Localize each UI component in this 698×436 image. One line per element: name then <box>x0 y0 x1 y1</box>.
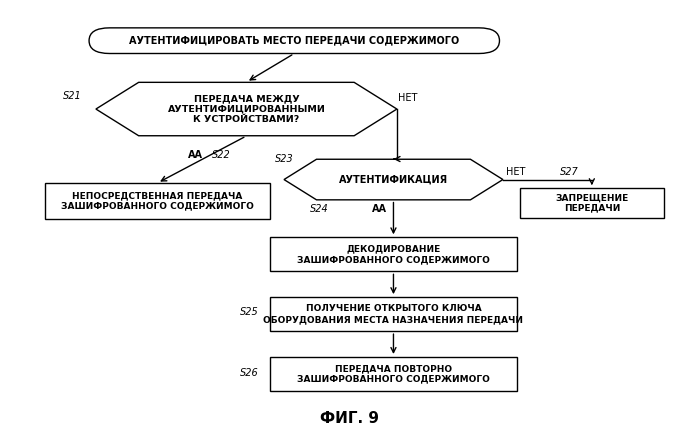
Text: ФИГ. 9: ФИГ. 9 <box>320 411 378 426</box>
Bar <box>520 188 664 218</box>
Text: S23: S23 <box>275 154 294 164</box>
Text: S22: S22 <box>212 150 231 160</box>
Bar <box>270 237 517 271</box>
Text: НЕТ: НЕТ <box>506 167 526 177</box>
Text: S24: S24 <box>310 204 329 215</box>
Text: S25: S25 <box>240 307 259 317</box>
Polygon shape <box>96 82 397 136</box>
Text: НЕПОСРЕДСТВЕННАЯ ПЕРЕДАЧА
ЗАШИФРОВАННОГО СОДЕРЖИМОГО: НЕПОСРЕДСТВЕННАЯ ПЕРЕДАЧА ЗАШИФРОВАННОГО… <box>61 191 254 211</box>
Text: АУТЕНТИФИКАЦИЯ: АУТЕНТИФИКАЦИЯ <box>339 174 448 184</box>
FancyBboxPatch shape <box>89 28 500 54</box>
Text: АА: АА <box>188 150 203 160</box>
Text: S21: S21 <box>63 91 82 101</box>
Text: ПЕРЕДАЧА ПОВТОРНО
ЗАШИФРОВАННОГО СОДЕРЖИМОГО: ПЕРЕДАЧА ПОВТОРНО ЗАШИФРОВАННОГО СОДЕРЖИ… <box>297 364 490 384</box>
Text: ДЕКОДИРОВАНИЕ
ЗАШИФРОВАННОГО СОДЕРЖИМОГО: ДЕКОДИРОВАНИЕ ЗАШИФРОВАННОГО СОДЕРЖИМОГО <box>297 245 490 264</box>
Text: S27: S27 <box>560 167 579 177</box>
Text: АА: АА <box>371 204 387 215</box>
Text: ЗАПРЕЩЕНИЕ
ПЕРЕДАЧИ: ЗАПРЕЩЕНИЕ ПЕРЕДАЧИ <box>555 193 628 213</box>
Text: ПОЛУЧЕНИЕ ОТКРЫТОГО КЛЮЧА
ОБОРУДОВАНИЯ МЕСТА НАЗНАЧЕНИЯ ПЕРЕДАЧИ: ПОЛУЧЕНИЕ ОТКРЫТОГО КЛЮЧА ОБОРУДОВАНИЯ М… <box>263 304 524 324</box>
Text: НЕТ: НЕТ <box>399 93 417 103</box>
Text: S26: S26 <box>240 368 259 378</box>
Bar <box>270 297 517 331</box>
Bar <box>45 183 270 219</box>
Text: ПЕРЕДАЧА МЕЖДУ
АУТЕНТИФИЦИРОВАННЫМИ
К УСТРОЙСТВАМИ?: ПЕРЕДАЧА МЕЖДУ АУТЕНТИФИЦИРОВАННЫМИ К УС… <box>168 94 325 124</box>
Bar <box>270 357 517 391</box>
Text: АУТЕНТИФИЦИРОВАТЬ МЕСТО ПЕРЕДАЧИ СОДЕРЖИМОГО: АУТЕНТИФИЦИРОВАТЬ МЕСТО ПЕРЕДАЧИ СОДЕРЖИ… <box>129 36 459 46</box>
Polygon shape <box>284 159 503 200</box>
